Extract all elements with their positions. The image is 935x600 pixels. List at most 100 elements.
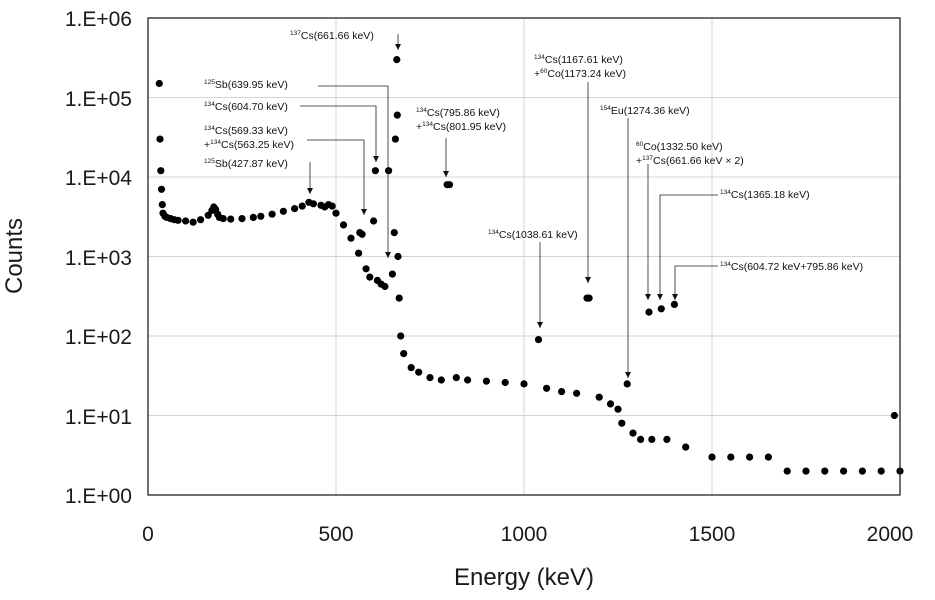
data-point (197, 216, 205, 224)
peak-label: 154Eu(1274.36 keV) (600, 105, 690, 117)
arrow-head (645, 294, 651, 300)
peak-label: 125Sb(427.87 keV) (204, 158, 288, 170)
data-point (858, 467, 867, 475)
data-point (437, 376, 445, 384)
y-axis-title: Counts (1, 218, 28, 294)
data-point (746, 453, 754, 461)
data-point (219, 215, 227, 223)
peak-annotation: 134Cs(1038.61 keV) (488, 229, 578, 328)
data-point (366, 273, 374, 281)
data-point (339, 221, 348, 229)
data-point (558, 388, 566, 396)
peak-annotation: 137Cs(661.66 keV) (290, 30, 401, 50)
peak-annotation: 154Eu(1274.36 keV) (600, 105, 690, 378)
data-point (595, 393, 603, 401)
data-point (606, 400, 615, 408)
y-tick-label: 1.E+02 (65, 326, 132, 349)
data-point (309, 200, 317, 208)
arrow-head (625, 372, 631, 378)
peak-label: 134Cs(795.86 keV) (416, 107, 500, 119)
arrow-head (385, 252, 391, 258)
data-point (464, 376, 472, 384)
peak-annotation: 134Cs(604.72 keV+795.86 keV) (672, 261, 863, 300)
peak-annotation: 134Cs(795.86 keV) +134Cs(801.95 keV) (416, 107, 506, 177)
data-point (727, 453, 735, 461)
data-point (249, 213, 257, 221)
data-point (370, 217, 378, 225)
data-point (534, 336, 543, 344)
data-point (890, 411, 899, 420)
data-point (257, 212, 265, 220)
peak-annotation: 125Sb(639.95 keV) (204, 79, 391, 258)
y-tick-label: 1.E+01 (65, 406, 132, 429)
data-point (371, 167, 379, 175)
peak-annotations: 137Cs(661.66 keV) 125Sb(639.95 keV) 134Cs(… (204, 30, 863, 378)
data-point (362, 265, 370, 273)
data-point (501, 378, 509, 387)
data-point (637, 435, 645, 443)
y-tick-label: 1.E+06 (65, 8, 132, 31)
arrow-head (443, 171, 449, 177)
peak-annotation: 134Cs(1365.18 keV) (657, 189, 810, 300)
data-point (268, 210, 276, 218)
data-point (358, 230, 366, 238)
data-point (645, 308, 653, 316)
data-point (395, 294, 403, 302)
peak-annotation: 134Cs(604.70 keV) (204, 101, 379, 162)
data-point (157, 167, 165, 175)
x-tick-label: 2000 (867, 523, 914, 546)
data-point (204, 211, 212, 219)
data-point (385, 167, 393, 175)
peak-label-line2: +60Co(1173.24 keV) (534, 68, 626, 80)
data-point (155, 79, 163, 88)
peak-label: 134Cs(604.72 keV+795.86 keV) (720, 261, 863, 273)
data-point (157, 185, 166, 193)
data-point (174, 216, 182, 224)
peak-label-line2: +137Cs(661.66 keV × 2) (636, 155, 744, 167)
data-point (614, 405, 622, 413)
data-point (332, 209, 340, 217)
data-point (156, 135, 164, 143)
data-point (394, 252, 402, 261)
data-point (452, 374, 460, 382)
data-point (291, 205, 299, 213)
data-point (393, 111, 401, 119)
data-point (397, 332, 405, 340)
data-point (783, 467, 791, 475)
data-points (155, 56, 904, 475)
arrow-head (373, 156, 379, 162)
data-point (158, 201, 166, 209)
peak-label: 134Cs(1038.61 keV) (488, 229, 578, 241)
data-point (764, 453, 773, 461)
arrow-head (537, 322, 543, 328)
x-tick-label: 0 (142, 523, 154, 546)
data-point (347, 234, 355, 242)
data-point (355, 249, 363, 257)
data-point (623, 380, 631, 388)
data-point (573, 389, 581, 397)
peak-label-line2: +134Cs(801.95 keV) (416, 121, 506, 133)
x-tick-label: 500 (318, 523, 353, 546)
y-tick-label: 1.E+00 (65, 485, 132, 508)
arrow-head (672, 294, 678, 300)
peak-annotation: 134Cs(569.33 keV) +134Cs(563.25 keV) (204, 125, 367, 215)
data-point (682, 443, 690, 451)
data-point (391, 135, 399, 143)
data-point (543, 384, 551, 392)
data-point (840, 467, 848, 475)
leader-line (659, 194, 718, 300)
data-point (585, 294, 593, 302)
y-tick-label: 1.E+05 (65, 88, 132, 111)
data-point (328, 202, 336, 210)
data-point (657, 305, 665, 313)
x-axis-title: Energy (keV) (454, 564, 594, 591)
data-point (227, 215, 235, 223)
peak-label: 134Cs(604.70 keV) (204, 101, 288, 113)
data-point (821, 467, 829, 475)
peak-label: 60Co(1332.50 keV) (636, 141, 723, 153)
data-point (426, 374, 434, 382)
arrow-head (585, 277, 591, 283)
arrow-head (307, 188, 313, 194)
y-tick-label: 1.E+04 (65, 167, 132, 190)
